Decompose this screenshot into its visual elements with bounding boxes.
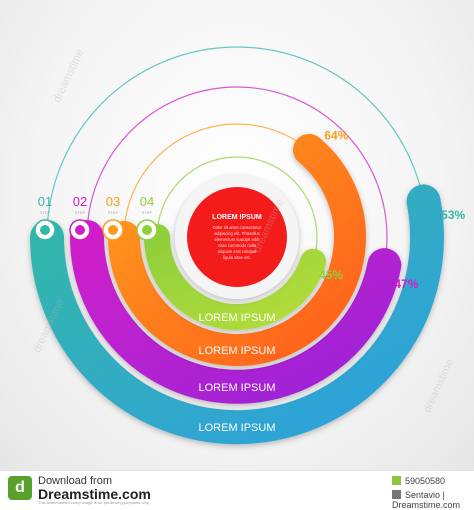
center-body-line: adipiscing elit. Phasellus <box>214 231 260 236</box>
pie-chart-icon-glyph <box>142 225 152 235</box>
footer-bar: d Download from Dreamstime.com This wate… <box>0 470 474 510</box>
download-credit: Download from Dreamstime.com <box>38 475 151 503</box>
fine-print: This watermarked comp image is for previ… <box>38 500 150 505</box>
center-body-line: aliquam erat volutpat <box>218 249 258 254</box>
radial-progress-chart: 53% LOREM IPSUM 47% LOREM IPSUM 64% LOREM IPS… <box>30 46 466 445</box>
house-icon-glyph <box>108 225 118 235</box>
bar-chart-icon-glyph <box>75 225 85 235</box>
center-body-line: ligula vitae est. <box>223 255 251 260</box>
infographic-canvas: 53% LOREM IPSUM 47% LOREM IPSUM 64% LOREM IPS… <box>0 0 474 470</box>
percentage-label: 53% <box>441 208 465 222</box>
site-name-link[interactable]: Dreamstime.com <box>38 486 151 502</box>
image-id: 59050580 <box>392 476 445 486</box>
gear-icon-glyph <box>40 225 50 235</box>
center-body-line: elementum suscipit nibh <box>215 237 261 242</box>
ring-label: LOREM IPSUM <box>198 345 275 357</box>
download-from-text: Download from <box>38 475 112 487</box>
step-number: 01 <box>38 194 52 209</box>
percentage-label: 47% <box>394 277 418 291</box>
progress-arc <box>108 133 366 366</box>
step-label: STEP <box>75 210 86 215</box>
center-body-line: vitae commodo nulla <box>218 243 257 248</box>
step-label: STEP <box>142 210 153 215</box>
ring-label: LOREM IPSUM <box>198 382 275 394</box>
progress-arc <box>70 220 402 404</box>
ring-label: LOREM IPSUM <box>198 312 275 324</box>
center-red-circle <box>187 187 287 287</box>
ring-label: LOREM IPSUM <box>198 422 275 434</box>
author-credit: Sentavio | Dreamstime.com <box>392 490 461 510</box>
step-label: STEP <box>108 210 119 215</box>
percentage-label: 45% <box>319 268 343 282</box>
step-number: 03 <box>106 194 120 209</box>
progress-arc <box>30 184 444 445</box>
step-number: 04 <box>140 194 154 209</box>
author-square-icon <box>392 490 401 499</box>
center-body-line: Dolor sit amet consectetur <box>213 225 262 230</box>
progress-arc <box>144 224 327 331</box>
center-title: LOREM IPSUM <box>212 214 262 221</box>
step-number: 02 <box>73 194 87 209</box>
step-label: STEP <box>40 210 51 215</box>
id-square-icon <box>392 476 401 485</box>
percentage-label: 64% <box>324 129 348 143</box>
dreamstime-logo[interactable]: d <box>8 476 32 500</box>
